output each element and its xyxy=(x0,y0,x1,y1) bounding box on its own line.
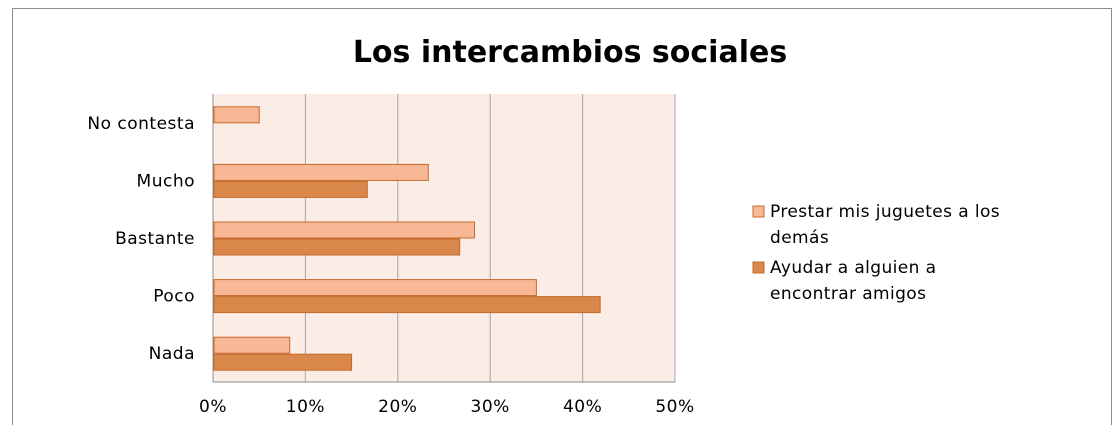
bar-nada-series-2 xyxy=(213,353,353,371)
x-tick-label: 40% xyxy=(563,397,602,417)
chart-title: Los intercambios sociales xyxy=(353,35,787,70)
x-tick-label: 20% xyxy=(378,397,417,417)
bar-poco-series-2 xyxy=(213,296,601,314)
x-tick-label: 0% xyxy=(199,397,227,417)
plot-area: Nada Poco Bastante Mucho No contesta 0% 10% 20%… xyxy=(87,94,694,417)
bar-nada-series-1 xyxy=(213,336,291,354)
bar-no-contesta-series-1 xyxy=(213,106,260,124)
x-tick-label: 30% xyxy=(471,397,510,417)
x-tick-label: 50% xyxy=(655,397,694,417)
bar-poco-series-1 xyxy=(213,279,537,297)
legend-label: demás xyxy=(770,228,829,248)
category-label: Nada xyxy=(149,344,195,364)
category-label: No contesta xyxy=(87,114,195,134)
bar-mucho-series-1 xyxy=(213,163,429,181)
category-label: Poco xyxy=(153,287,195,307)
x-tick-label: 10% xyxy=(286,397,325,417)
bar-mucho-series-2 xyxy=(213,180,368,198)
bar-bastante-series-2 xyxy=(213,238,461,256)
legend-label: Prestar mis juguetes a los xyxy=(770,202,1000,222)
chart-frame: Los intercambios sociales Nada Poco Bastan… xyxy=(12,8,1112,425)
legend-label: Ayudar a alguien a xyxy=(770,258,936,278)
bar-chart: Los intercambios sociales Nada Poco Bastan… xyxy=(87,35,1000,417)
category-label: Bastante xyxy=(115,229,195,249)
legend-swatch xyxy=(752,261,765,274)
legend: Prestar mis juguetes a los demás Ayudar a … xyxy=(752,202,1000,304)
legend-swatch xyxy=(752,205,765,218)
category-label: Mucho xyxy=(137,171,195,191)
bar-bastante-series-1 xyxy=(213,221,475,239)
legend-label: encontrar amigos xyxy=(770,284,926,304)
